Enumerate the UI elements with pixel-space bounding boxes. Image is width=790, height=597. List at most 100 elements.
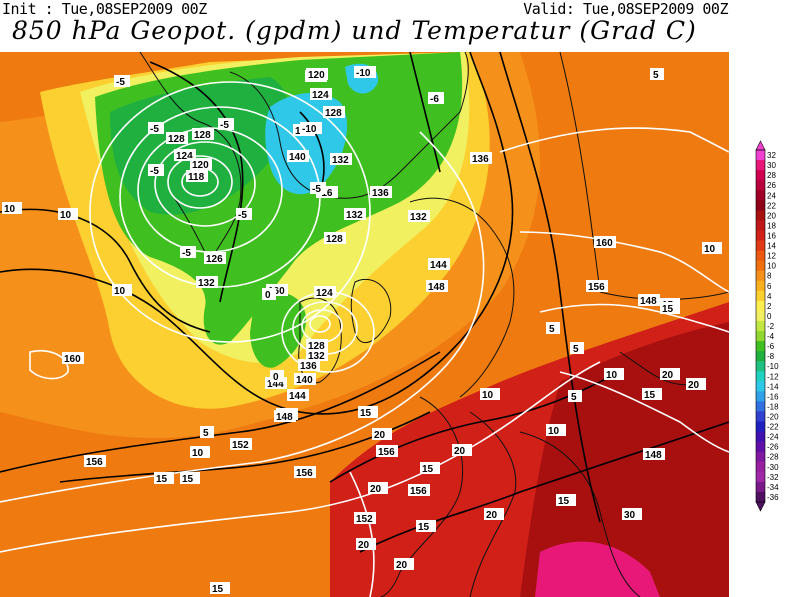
svg-text:140: 140 (296, 375, 313, 386)
temperature-label: 15 (210, 582, 230, 595)
color-scale-label: -24 (767, 433, 779, 442)
color-scale-label: -4 (767, 332, 775, 341)
svg-text:20: 20 (662, 370, 674, 381)
temperature-label: 20 (452, 444, 472, 457)
color-scale-label: 14 (767, 242, 776, 251)
color-scale-label: -28 (767, 453, 779, 462)
temperature-label: 20 (394, 558, 414, 571)
temperature-label: 20 (368, 482, 388, 495)
svg-text:-10: -10 (356, 68, 371, 79)
svg-text:15: 15 (422, 464, 434, 475)
svg-text:132: 132 (346, 210, 363, 221)
svg-text:10: 10 (4, 204, 16, 215)
color-scale-swatch (756, 491, 765, 503)
svg-text:-6: -6 (430, 94, 439, 105)
color-scale-swatch (756, 270, 765, 282)
color-scale-label: 18 (767, 221, 776, 230)
geopotential-label: 152 (230, 438, 252, 451)
temperature-field-cold-blob (250, 292, 306, 368)
temperature-label: -5 (114, 75, 130, 88)
color-scale-swatch (756, 230, 765, 242)
svg-text:-5: -5 (116, 77, 125, 88)
svg-text:128: 128 (325, 108, 342, 119)
weather-map[interactable]: 120 124 128 132 136 140 118 128 124 120 … (0, 52, 729, 597)
color-scale-label: 8 (767, 272, 772, 281)
color-scale-label: -6 (767, 342, 775, 351)
color-scale-swatch (756, 331, 765, 342)
geopotential-label: 128 (166, 132, 188, 145)
svg-text:-5: -5 (150, 166, 159, 177)
svg-text:20: 20 (358, 540, 370, 551)
geopotential-label: 132 (306, 349, 328, 362)
svg-text:132: 132 (332, 155, 349, 166)
coastlines (139, 52, 729, 597)
color-scale-frame (755, 149, 766, 503)
svg-text:128: 128 (168, 134, 185, 145)
map-title: 850 hPa Geopot. (gpdm) und Temperatur (G… (12, 16, 697, 45)
svg-text:10: 10 (60, 210, 72, 221)
svg-text:156: 156 (86, 457, 103, 468)
svg-text:-10: -10 (302, 124, 317, 135)
svg-text:5: 5 (573, 344, 579, 355)
color-scale-swatch (756, 461, 765, 473)
temperature-label: 0 (270, 370, 284, 383)
temperature-label: 15 (420, 462, 440, 475)
geopotential-label: 124 (314, 286, 336, 299)
color-scale-swatch (756, 220, 765, 231)
geopotential-label: 128 (192, 128, 214, 141)
svg-text:30: 30 (624, 510, 636, 521)
color-scale-swatch (756, 290, 765, 302)
temperature-label: 10 (604, 368, 624, 381)
geopotential-label-group: 120 124 128 132 136 140 118 128 124 120 … (62, 68, 665, 525)
valid-time: Valid: Tue,08SEP2009 00Z (523, 0, 728, 18)
svg-text:15: 15 (182, 474, 194, 485)
geopotential-label: 156 (84, 455, 106, 468)
temperature-label: -5 (148, 122, 164, 135)
map-header: Init : Tue,08SEP2009 00Z Valid: Tue,08SE… (0, 0, 790, 52)
svg-text:15: 15 (418, 522, 430, 533)
geopotential-label: 132 (196, 276, 218, 289)
svg-text:144: 144 (289, 391, 306, 402)
color-scale-swatch (756, 441, 765, 453)
temperature-label: -5 (218, 118, 234, 131)
svg-text:5: 5 (549, 324, 555, 335)
svg-text:144: 144 (430, 260, 447, 271)
color-scale-swatch (756, 240, 765, 252)
svg-text:5: 5 (203, 428, 209, 439)
svg-text:160: 160 (596, 238, 613, 249)
isotherms (0, 52, 729, 553)
color-scale-swatch (756, 160, 765, 171)
init-time: Init : Tue,08SEP2009 00Z (2, 0, 207, 18)
svg-text:-5: -5 (220, 120, 229, 131)
color-scale-swatch (756, 310, 765, 322)
color-scale-label: 0 (767, 312, 772, 321)
svg-text:140: 140 (289, 152, 306, 163)
geopotential-label: 128 (323, 106, 345, 119)
color-scale-label: -20 (767, 413, 779, 422)
geopotential-label: 124 (310, 88, 332, 101)
svg-text:160: 160 (64, 354, 81, 365)
svg-text:20: 20 (374, 430, 386, 441)
color-scale-label: -8 (767, 352, 775, 361)
color-scale-label: 16 (767, 231, 776, 240)
color-scale-top-arrow (755, 140, 766, 151)
color-scale-swatch (756, 361, 765, 372)
svg-text:-5: -5 (182, 248, 191, 259)
geopotential-label: 156 (408, 484, 430, 497)
temperature-label: 10 (702, 242, 722, 255)
svg-text:124: 124 (316, 288, 333, 299)
color-scale-label: -10 (767, 362, 779, 371)
color-scale-svg: 32302826242220181614121086420-2-4-6-8-10… (755, 140, 779, 512)
color-scale-swatch (756, 371, 765, 382)
temperature-label: 5 (546, 322, 560, 335)
svg-text:128: 128 (308, 341, 325, 352)
svg-text:144: 144 (267, 379, 284, 390)
geopotential-label: 120 (190, 158, 212, 171)
svg-text:5: 5 (571, 392, 577, 403)
temperature-label: 5 (200, 426, 214, 439)
color-scale-swatch (756, 150, 765, 161)
color-scale-bottom-arrow (755, 501, 766, 512)
svg-text:-5: -5 (238, 210, 247, 221)
temperature-label: 10 (190, 446, 210, 459)
color-scale-swatch (756, 351, 765, 362)
